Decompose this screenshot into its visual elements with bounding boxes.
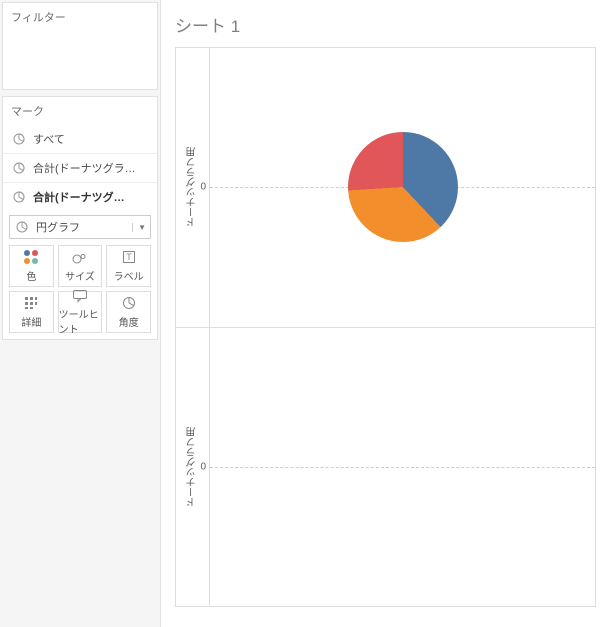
marks-list: すべて 合計(ドーナツグラ… 合計(ドーナツグ… <box>3 125 157 211</box>
svg-text:T: T <box>126 252 132 262</box>
filter-title: フィルター <box>3 3 157 31</box>
pie-icon <box>13 191 27 203</box>
viz-area: シート 1 ドーナツグラフ用 0 ドーナツグラフ用 0 <box>160 0 604 627</box>
axis-label: ドーナツグラフ用 <box>185 427 200 507</box>
chart-type-select[interactable]: 円グラフ ▼ <box>9 215 151 239</box>
pie-icon <box>13 162 27 174</box>
shelf-label-text[interactable]: T ラベル <box>106 245 151 287</box>
mark-row-label: 合計(ドーナツグ… <box>33 189 125 205</box>
sheet-title[interactable]: シート 1 <box>169 8 596 47</box>
size-icon <box>72 249 88 265</box>
marks-title: マーク <box>3 97 157 125</box>
shelf-label: 角度 <box>119 314 139 329</box>
chart-type-label: 円グラフ <box>36 219 126 235</box>
shelf-detail[interactable]: 詳細 <box>9 291 54 333</box>
filter-drop-area[interactable] <box>3 31 157 89</box>
zero-gridline <box>210 467 595 468</box>
angle-icon <box>122 295 136 311</box>
marks-card: マーク すべて 合計(ドーナツグラ… <box>2 96 158 340</box>
detail-icon <box>24 295 38 311</box>
shelf-label: サイズ <box>65 268 95 283</box>
pane-1: ドーナツグラフ用 0 <box>176 328 595 607</box>
axis-tick: 0 <box>200 461 206 472</box>
axis-label: ドーナツグラフ用 <box>185 147 200 227</box>
shelf-angle[interactable]: 角度 <box>106 291 151 333</box>
filter-card: フィルター <box>2 2 158 90</box>
plot-1[interactable] <box>210 328 595 607</box>
mark-row-sum-1[interactable]: 合計(ドーナツグラ… <box>3 153 157 182</box>
color-icon <box>24 249 38 265</box>
axis[interactable]: ドーナツグラフ用 0 <box>176 328 210 607</box>
plot-0[interactable] <box>210 48 595 327</box>
text-icon: T <box>122 249 136 265</box>
mark-row-all[interactable]: すべて <box>3 125 157 153</box>
mark-row-label: すべて <box>33 131 65 147</box>
shelf-tooltip[interactable]: ツールヒント <box>58 291 103 333</box>
axis[interactable]: ドーナツグラフ用 0 <box>176 48 210 327</box>
shelf-label: ラベル <box>114 268 144 283</box>
axis-tick: 0 <box>200 182 206 193</box>
shelf-size[interactable]: サイズ <box>58 245 103 287</box>
shelf-label: 詳細 <box>21 314 41 329</box>
pie-chart[interactable] <box>348 132 458 242</box>
shelf-label: 色 <box>26 268 36 283</box>
pie-icon <box>16 221 30 233</box>
tooltip-icon <box>72 289 88 303</box>
shelf-label: ツールヒント <box>59 306 102 336</box>
chart-area: ドーナツグラフ用 0 ドーナツグラフ用 0 <box>175 47 596 607</box>
pane-0: ドーナツグラフ用 0 <box>176 48 595 328</box>
pie-icon <box>13 133 27 145</box>
shelf-color[interactable]: 色 <box>9 245 54 287</box>
chevron-down-icon: ▼ <box>132 223 146 232</box>
mark-row-sum-2[interactable]: 合計(ドーナツグ… <box>3 182 157 211</box>
mark-row-label: 合計(ドーナツグラ… <box>33 160 136 176</box>
shelf-grid: 色 サイズ T ラベル <box>3 245 157 339</box>
